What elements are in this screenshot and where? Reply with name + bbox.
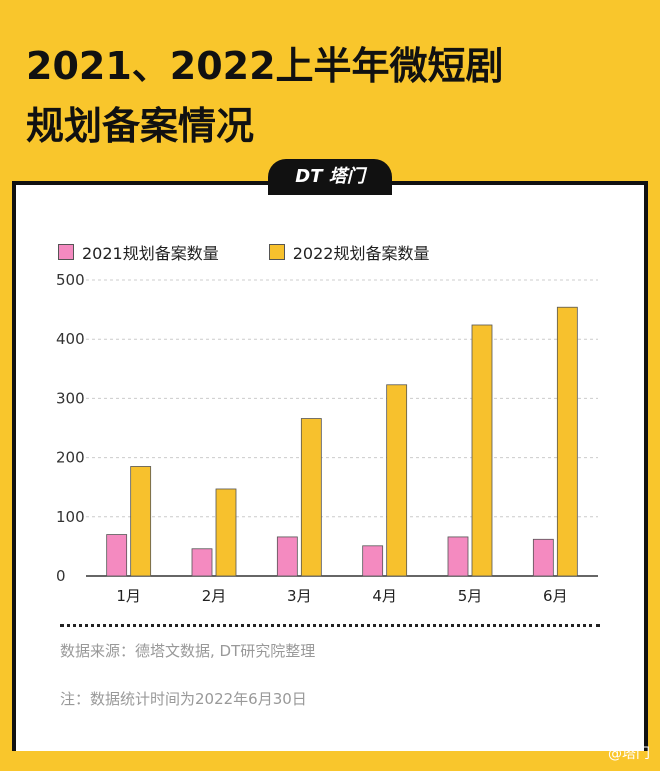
bar-2022 (471, 324, 493, 577)
legend-swatch-2022 (268, 244, 285, 260)
x-tick-label: 5月 (458, 587, 483, 605)
dotted-divider (60, 624, 600, 627)
y-tick-label: 400 (56, 330, 85, 348)
y-tick-label: 200 (56, 449, 85, 467)
bar-2022 (130, 466, 152, 577)
bar-2021 (106, 534, 128, 577)
chart-card (12, 181, 648, 751)
x-tick-label: 3月 (287, 587, 312, 605)
source-text: 数据来源：德塔文数据, DT研究院整理 (60, 642, 316, 660)
bar-2021 (191, 548, 213, 577)
x-tick-label: 4月 (372, 587, 397, 605)
bar-2022 (556, 306, 578, 577)
bar-2021 (447, 536, 469, 577)
note-text: 注：数据统计时间为2022年6月30日 (60, 690, 307, 708)
legend-item-2021: 2021规划备案数量 (58, 240, 219, 264)
brand-badge: DT 塔门 (268, 159, 392, 195)
bar-2021 (362, 545, 384, 577)
legend-label-2021: 2021规划备案数量 (82, 244, 219, 263)
bar-2021 (532, 538, 554, 577)
y-tick-label: 500 (56, 271, 85, 289)
y-tick-label: 300 (56, 389, 85, 407)
legend-swatch-2021 (58, 244, 74, 260)
bar-2021 (276, 536, 298, 577)
title-line-1: 2021、2022上半年微短剧 (26, 44, 504, 88)
page-title: 2021、2022上半年微短剧 规划备案情况 (26, 36, 504, 156)
legend-item-2022: 2022规划备案数量 (268, 240, 430, 264)
y-tick-label: 100 (56, 508, 85, 526)
y-tick-label: 0 (56, 567, 66, 585)
bar-2022 (386, 384, 408, 577)
legend-label-2022: 2022规划备案数量 (292, 244, 430, 263)
bar-2022 (300, 418, 322, 577)
title-line-2: 规划备案情况 (26, 104, 255, 148)
x-tick-label: 6月 (543, 587, 568, 605)
legend: 2021规划备案数量 2022规划备案数量 (58, 240, 479, 264)
bar-2022 (215, 488, 237, 577)
watermark: @塔门 (608, 746, 650, 762)
x-tick-label: 1月 (116, 587, 141, 605)
x-tick-label: 2月 (202, 587, 227, 605)
